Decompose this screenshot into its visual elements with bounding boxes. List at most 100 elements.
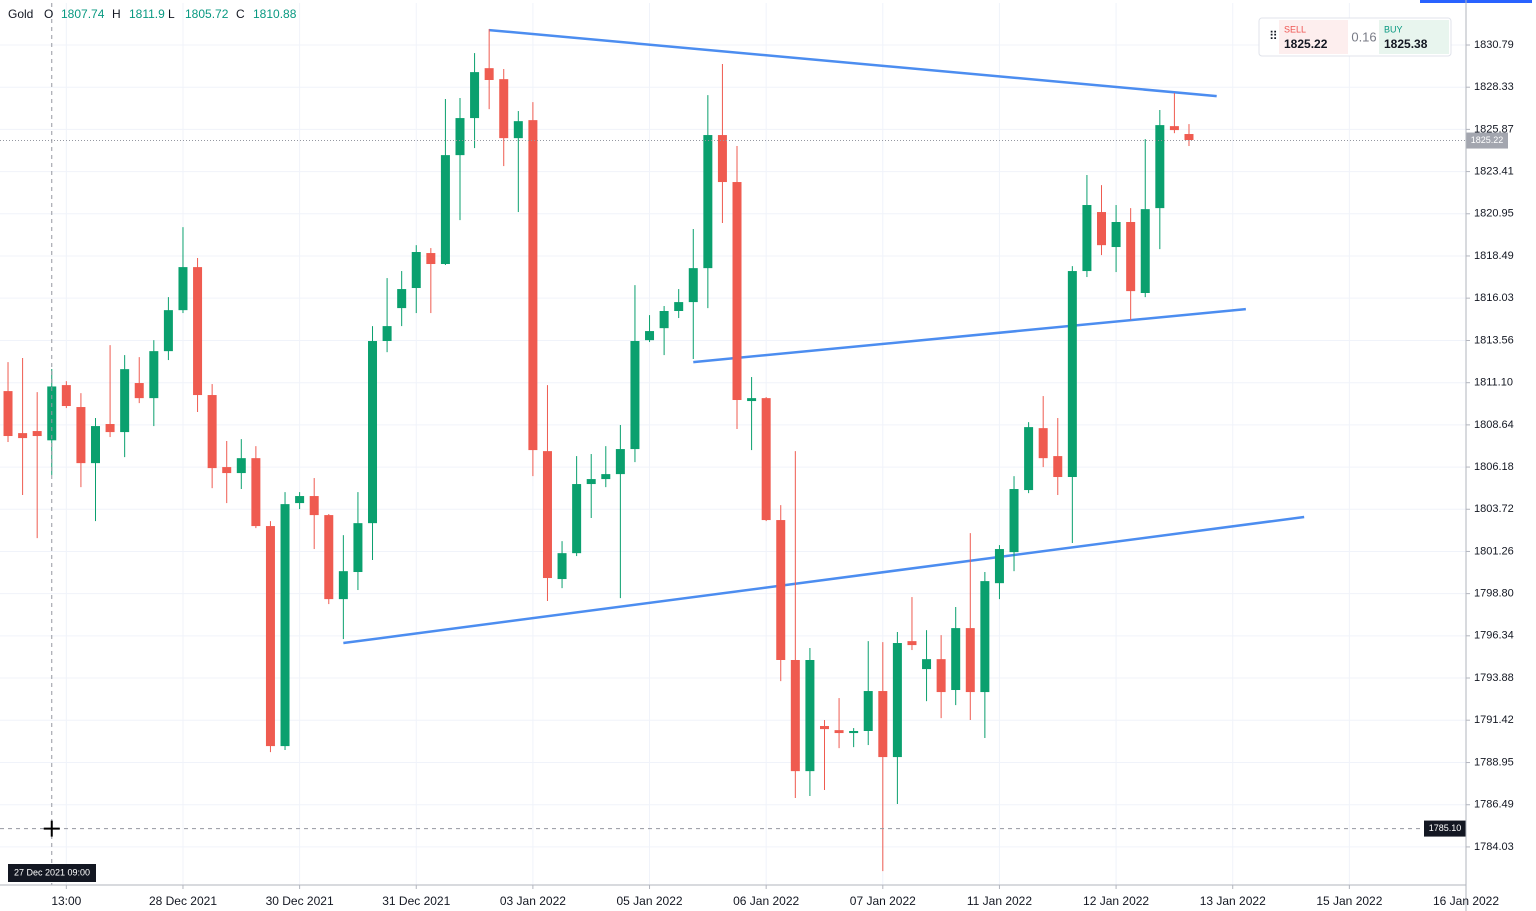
- x-tick-label: 31 Dec 2021: [382, 894, 450, 908]
- drawings: [343, 28, 1305, 645]
- candle-body: [484, 68, 494, 81]
- candle-body: [542, 451, 552, 579]
- y-tick-label: 1806.18: [1474, 461, 1514, 473]
- candle-body: [805, 659, 815, 772]
- candle-body: [659, 311, 669, 329]
- candle-body: [338, 571, 348, 600]
- candles: [3, 29, 1194, 872]
- trendline: [343, 515, 1305, 645]
- y-tick-label: 1828.33: [1474, 81, 1514, 93]
- candle-body: [1024, 427, 1034, 491]
- y-tick-label: 1786.49: [1474, 799, 1514, 811]
- candle-body: [382, 326, 392, 342]
- candle-body: [907, 641, 917, 646]
- x-tick-label: 13 Jan 2022: [1200, 894, 1266, 908]
- candle-body: [324, 515, 334, 600]
- y-tick-label: 1796.34: [1474, 630, 1514, 642]
- candle-body: [236, 458, 246, 474]
- candle-body: [922, 659, 932, 670]
- last-price-box: [1466, 132, 1508, 149]
- buy-button[interactable]: [1379, 20, 1449, 54]
- y-tick-label: 1818.49: [1474, 250, 1514, 262]
- candle-body: [265, 526, 275, 747]
- ohlc-value: 1805.72: [185, 7, 229, 21]
- ohlc-values: O 1807.74 H 1811.9 L 1805.72 C 1810.88: [44, 7, 297, 21]
- x-tick-label: 07 Jan 2022: [850, 894, 916, 908]
- ohlc-key: H: [112, 7, 121, 21]
- candle-body: [572, 484, 582, 554]
- candle-body: [426, 253, 436, 265]
- sell-label: SELL: [1284, 24, 1306, 34]
- candle-body: [1155, 125, 1165, 209]
- x-tick-label: 30 Dec 2021: [266, 894, 334, 908]
- y-tick-label: 1813.56: [1474, 334, 1514, 346]
- candle-body: [3, 391, 13, 437]
- ohlc-value: 1811.9: [129, 7, 165, 21]
- candle-body: [1067, 271, 1077, 478]
- buy-price: 1825.38: [1384, 37, 1428, 51]
- candle-body: [1009, 489, 1019, 553]
- ohlc-key: O: [44, 7, 53, 21]
- candle-body: [1184, 134, 1194, 141]
- spread: 0.16: [1351, 29, 1376, 44]
- y-tick-label: 1784.03: [1474, 841, 1514, 853]
- y-tick-label: 1825.87: [1474, 123, 1514, 135]
- y-tick-label: 1803.72: [1474, 503, 1514, 515]
- y-tick-label: 1788.95: [1474, 756, 1514, 768]
- candle-body: [849, 730, 859, 734]
- crosshair-time-box: [8, 864, 96, 882]
- candle-body: [90, 426, 100, 464]
- y-tick-label: 1798.80: [1474, 588, 1514, 600]
- candle-body: [76, 407, 86, 464]
- last-price-label: 1825.22: [1471, 135, 1504, 145]
- candle-body: [411, 252, 421, 289]
- trendline: [489, 28, 1217, 98]
- candle-body: [1038, 428, 1048, 459]
- candle-body: [163, 310, 173, 352]
- candle-body: [586, 479, 596, 485]
- candle-body: [222, 467, 232, 474]
- candle-body: [513, 121, 523, 139]
- candle-body: [528, 120, 538, 451]
- candle-body: [980, 581, 990, 693]
- overlay: 1825.22 1785.10 27 Dec 2021 09:00: [0, 3, 1508, 885]
- sell-button[interactable]: [1279, 20, 1348, 54]
- axes: 1784.03 1786.49 1788.95 1791.42 1793.88 1796.…: [51, 39, 1513, 908]
- candle-body: [703, 135, 713, 269]
- candle-body: [878, 691, 888, 758]
- candle-body: [470, 72, 480, 119]
- ohlc-key: C: [236, 7, 245, 21]
- candle-body: [1053, 456, 1063, 478]
- trade-panel[interactable]: ⠿ SELL 1825.22 0.16 BUY 1825.38: [1258, 17, 1452, 57]
- candle-body: [207, 395, 217, 469]
- x-tick-label: 03 Jan 2022: [500, 894, 566, 908]
- x-tick-label: 28 Dec 2021: [149, 894, 217, 908]
- candle-body: [280, 504, 290, 747]
- candle-body: [776, 520, 786, 660]
- candle-body: [790, 659, 800, 772]
- candle-body: [120, 369, 130, 433]
- candle-body: [61, 385, 71, 407]
- y-tick-label: 1811.10: [1474, 377, 1513, 389]
- candle-body: [440, 155, 450, 265]
- candle-body: [32, 431, 42, 437]
- candle-body: [1111, 221, 1121, 248]
- symbol: Gold: [8, 7, 33, 21]
- candle-body: [353, 523, 363, 573]
- y-tick-label: 1823.41: [1474, 165, 1514, 177]
- candle-body: [601, 474, 611, 480]
- x-tick-label: 05 Jan 2022: [616, 894, 682, 908]
- candle-body: [134, 383, 144, 399]
- candle-body: [863, 691, 873, 731]
- candle-body: [936, 659, 946, 693]
- candle-body: [761, 398, 771, 521]
- candle-body: [965, 628, 975, 693]
- candle-body: [951, 628, 961, 691]
- candle-body: [193, 267, 203, 396]
- candle-body: [178, 267, 188, 311]
- candle-body: [1097, 212, 1107, 246]
- drag-handle[interactable]: ⠿: [1269, 29, 1278, 43]
- crosshair-price-box: [1424, 820, 1466, 837]
